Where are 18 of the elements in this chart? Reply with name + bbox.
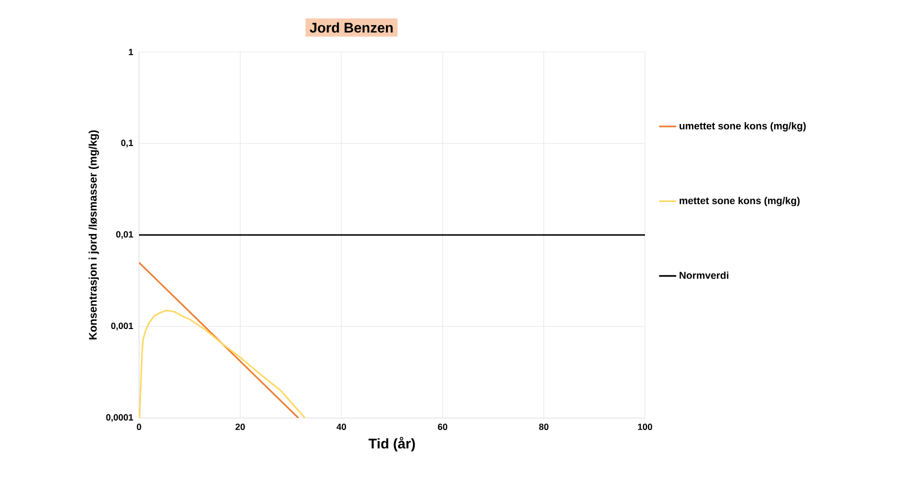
x-axis-title: Tid (år) <box>368 436 415 452</box>
y-tick-label: 0,001 <box>111 322 134 330</box>
x-tick-label: 60 <box>438 424 448 430</box>
legend-label: Normverdi <box>680 272 728 279</box>
y-tick-label: 0,1 <box>121 140 134 148</box>
legend-label: umettet sone kons (mg/kg) <box>680 122 806 132</box>
x-tick-label: 80 <box>539 424 548 430</box>
y-tick-label: 0,01 <box>116 231 134 239</box>
x-tick-label: 40 <box>336 424 346 430</box>
legend-label: mettet sone kons (mg/kg) <box>680 196 800 206</box>
x-tick-label: 0 <box>136 424 142 430</box>
chart-title: Jord Benzen <box>310 22 393 33</box>
y-tick-label: 1 <box>128 48 134 56</box>
line-series <box>139 310 306 418</box>
x-tick-label: 20 <box>236 424 245 430</box>
x-tick-label: 100 <box>638 424 652 430</box>
y-tick-label: 0,0001 <box>106 414 134 422</box>
y-axis-title: Konsentrasjon i jord /løsmasser (mg/kg) <box>88 130 99 340</box>
